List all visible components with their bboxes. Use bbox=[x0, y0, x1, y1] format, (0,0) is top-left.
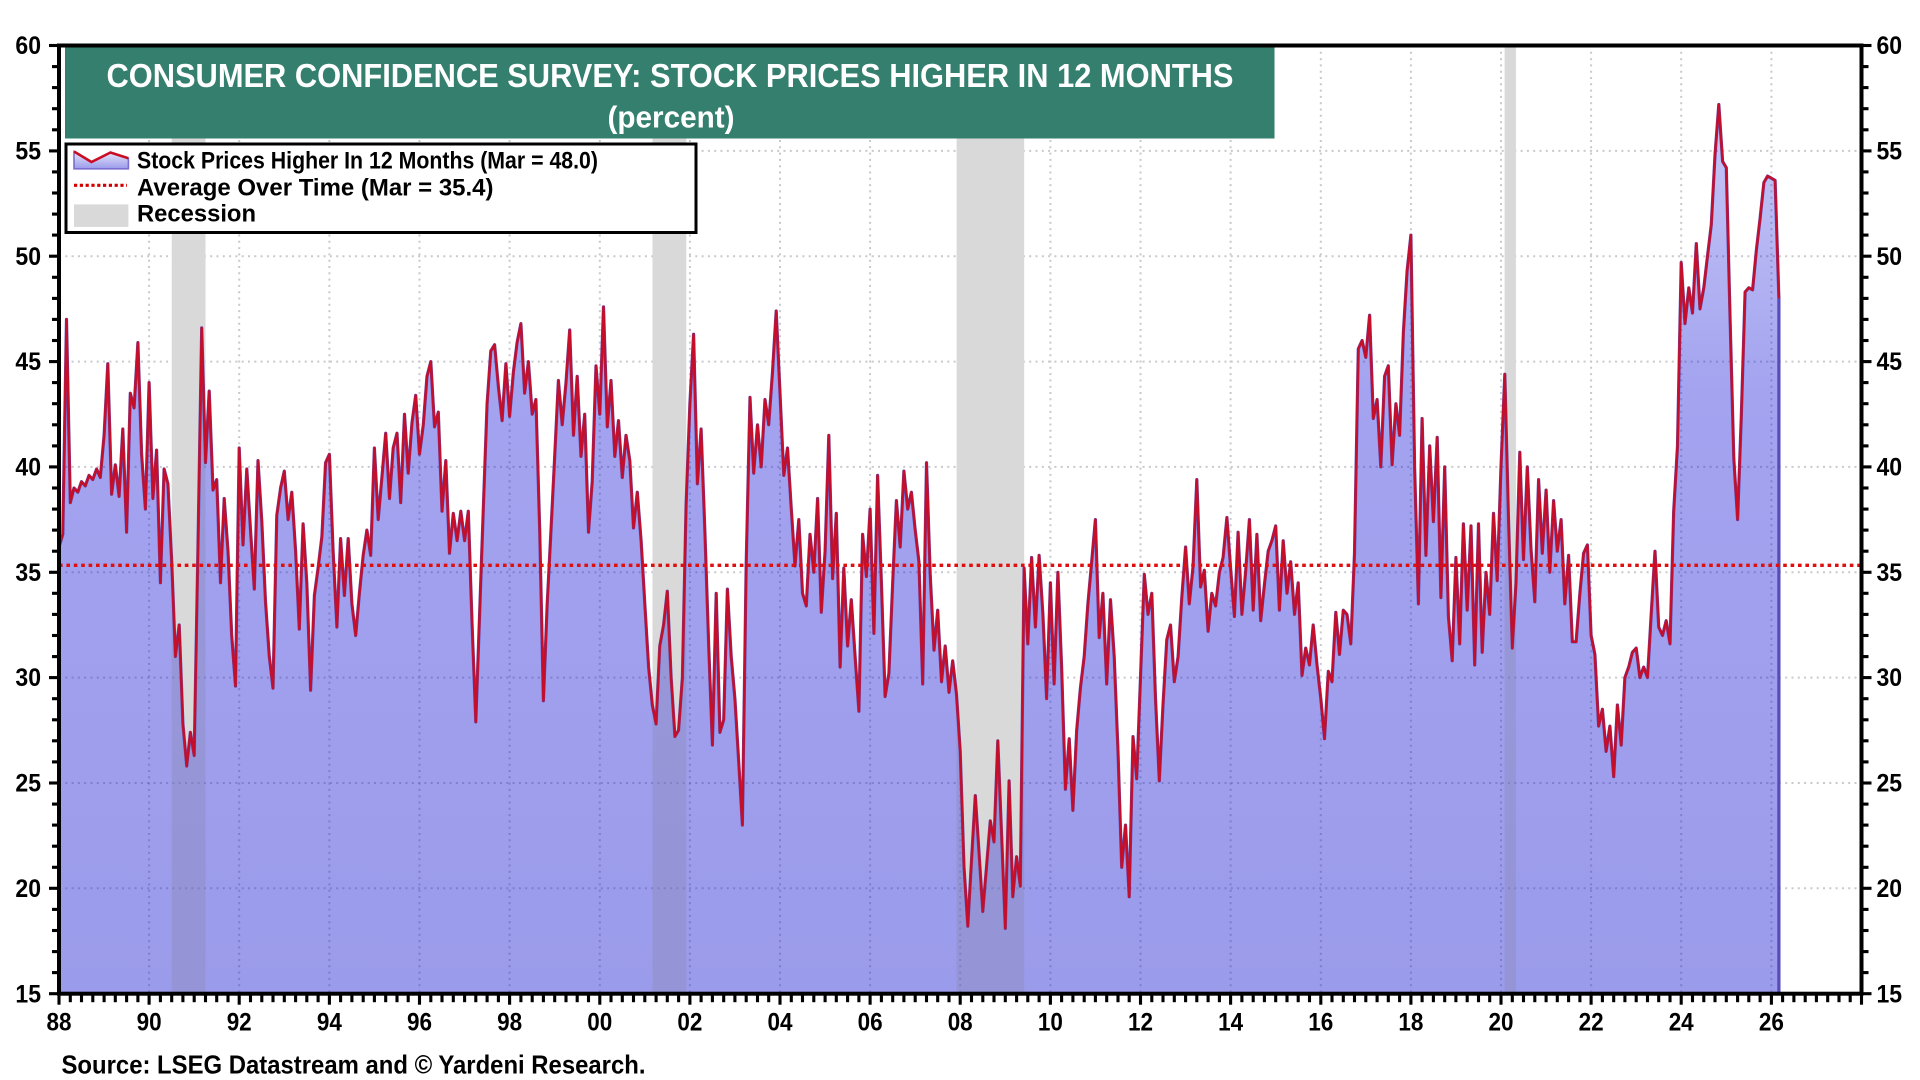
svg-text:60: 60 bbox=[1877, 32, 1903, 60]
svg-text:02: 02 bbox=[677, 1009, 702, 1037]
svg-text:25: 25 bbox=[1877, 770, 1903, 798]
svg-text:15: 15 bbox=[1877, 980, 1903, 1008]
svg-text:14: 14 bbox=[1218, 1009, 1243, 1037]
svg-text:(percent): (percent) bbox=[608, 100, 735, 135]
svg-text:25: 25 bbox=[15, 770, 41, 798]
svg-text:35: 35 bbox=[15, 559, 41, 587]
svg-text:20: 20 bbox=[1877, 875, 1903, 903]
svg-text:08: 08 bbox=[948, 1009, 973, 1037]
svg-text:20: 20 bbox=[15, 875, 41, 903]
svg-text:04: 04 bbox=[768, 1009, 793, 1037]
svg-text:60: 60 bbox=[15, 32, 41, 60]
svg-text:24: 24 bbox=[1669, 1009, 1694, 1037]
svg-text:94: 94 bbox=[317, 1009, 342, 1037]
svg-text:50: 50 bbox=[1877, 243, 1903, 271]
svg-text:06: 06 bbox=[858, 1009, 883, 1037]
svg-text:22: 22 bbox=[1579, 1009, 1604, 1037]
svg-text:20: 20 bbox=[1489, 1009, 1514, 1037]
svg-text:Average Over Time (Mar = 35.4): Average Over Time (Mar = 35.4) bbox=[137, 174, 494, 201]
svg-text:40: 40 bbox=[1877, 454, 1903, 482]
svg-text:55: 55 bbox=[1877, 138, 1903, 166]
svg-text:18: 18 bbox=[1398, 1009, 1423, 1037]
svg-text:00: 00 bbox=[587, 1009, 612, 1037]
svg-text:26: 26 bbox=[1759, 1009, 1784, 1037]
svg-text:Stock Prices Higher In 12 Mont: Stock Prices Higher In 12 Months (Mar = … bbox=[137, 148, 598, 175]
svg-text:96: 96 bbox=[407, 1009, 432, 1037]
svg-text:Recession: Recession bbox=[137, 201, 256, 228]
svg-text:92: 92 bbox=[227, 1009, 252, 1037]
svg-text:88: 88 bbox=[47, 1009, 72, 1037]
svg-text:90: 90 bbox=[137, 1009, 162, 1037]
svg-text:16: 16 bbox=[1308, 1009, 1333, 1037]
svg-text:40: 40 bbox=[15, 454, 41, 482]
svg-text:CONSUMER CONFIDENCE SURVEY: ST: CONSUMER CONFIDENCE SURVEY: STOCK PRICES… bbox=[107, 58, 1234, 95]
svg-text:30: 30 bbox=[15, 664, 41, 692]
svg-text:10: 10 bbox=[1038, 1009, 1063, 1037]
svg-text:50: 50 bbox=[15, 243, 41, 271]
svg-text:45: 45 bbox=[15, 348, 41, 376]
svg-text:30: 30 bbox=[1877, 664, 1903, 692]
svg-text:12: 12 bbox=[1128, 1009, 1153, 1037]
svg-text:15: 15 bbox=[15, 980, 41, 1008]
svg-text:55: 55 bbox=[15, 138, 41, 166]
svg-text:45: 45 bbox=[1877, 348, 1903, 376]
svg-text:35: 35 bbox=[1877, 559, 1903, 587]
svg-text:Source: LSEG Datastream and ©: Source: LSEG Datastream and © Yardeni Re… bbox=[62, 1050, 646, 1080]
svg-text:98: 98 bbox=[497, 1009, 522, 1037]
